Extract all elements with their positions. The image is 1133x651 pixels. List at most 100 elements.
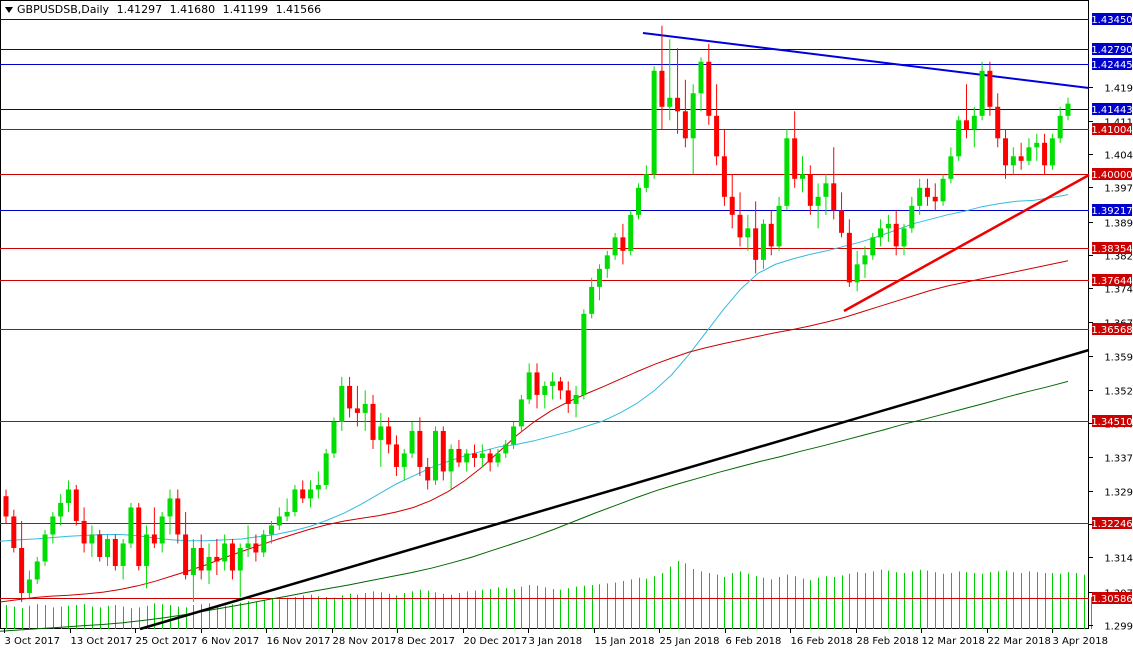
price-box-1.41004[interactable]: 1.41004: [1091, 123, 1133, 136]
candle-body: [1034, 142, 1040, 148]
candle-bear: [995, 93, 1001, 148]
candle-bull: [1010, 147, 1016, 175]
candle-body: [339, 385, 345, 422]
candle-bull: [284, 498, 290, 521]
candle-body: [120, 543, 126, 566]
price-box-1.42790[interactable]: 1.42790: [1091, 43, 1133, 56]
candle-bull: [956, 115, 962, 161]
price-box-1.30586[interactable]: 1.30586: [1091, 592, 1133, 605]
x-tick-label: 22 Mar 2018: [988, 636, 1051, 647]
x-tick-label: 25 Oct 2017: [136, 636, 198, 647]
candle-body: [870, 237, 876, 256]
candle-body: [222, 543, 228, 562]
candle-bull: [269, 520, 274, 544]
candle-bear: [97, 529, 103, 562]
candle-body: [159, 516, 165, 544]
candle-bull: [745, 214, 751, 251]
candle-body: [557, 381, 563, 391]
y-tick-label: 1.35210: [1104, 387, 1133, 398]
candle-bear: [706, 43, 712, 125]
candle-body: [800, 174, 805, 179]
candle-bear: [151, 507, 157, 548]
y-tick-label: 1.35970: [1104, 353, 1133, 364]
price-box-1.38354[interactable]: 1.38354: [1091, 242, 1133, 255]
price-box-1.40000[interactable]: 1.40000: [1091, 168, 1133, 181]
horizontal-levels[interactable]: [0, 19, 1089, 599]
y-tick-label: 1.38950: [1104, 219, 1133, 230]
candle-bull: [65, 480, 71, 512]
candle-bull: [89, 525, 95, 557]
price-box-1.36568[interactable]: 1.36568: [1091, 323, 1133, 336]
x-tick-label: 6 Nov 2017: [202, 636, 260, 647]
candle-body: [862, 255, 868, 265]
candle-body: [183, 534, 189, 575]
candle-body: [276, 516, 282, 526]
candle-bull: [315, 471, 321, 499]
candle-bull: [550, 372, 556, 400]
x-tick-label: 16 Feb 2018: [791, 636, 853, 647]
candle-bear: [347, 376, 353, 418]
candle-body: [940, 178, 946, 202]
candle-bear: [393, 435, 399, 476]
candle-bull: [448, 444, 454, 490]
candle-body: [963, 120, 969, 130]
candle-bull: [206, 543, 212, 584]
candle-bear: [1018, 142, 1024, 170]
price-box-1.39217[interactable]: 1.39217: [1091, 204, 1133, 217]
candle-bear: [198, 534, 204, 580]
candle-body: [198, 547, 204, 571]
candle-bull: [940, 174, 946, 206]
candle-bull: [573, 385, 579, 418]
trendline-black-ascending[interactable]: [139, 348, 1090, 631]
candle-bull: [159, 511, 165, 553]
candle-body: [924, 187, 930, 197]
price-box-1.41443[interactable]: 1.41443: [1091, 103, 1133, 116]
price-box-1.34510[interactable]: 1.34510: [1091, 415, 1133, 428]
candle-body: [596, 268, 602, 287]
x-tick-label: 25 Jan 2018: [660, 636, 720, 647]
price-axis[interactable]: 1.419501.411901.404501.397101.389501.382…: [1089, 13, 1133, 633]
time-axis[interactable]: 3 Oct 2017 13 Oct 2017 25 Oct 2017 6 Nov 20…: [4, 629, 1108, 647]
ma-mid-line: [0, 260, 1069, 603]
price-box-1.32246[interactable]: 1.32246: [1091, 517, 1133, 530]
y-tick-label: 1.32970: [1104, 488, 1133, 499]
trendline-red-ascending[interactable]: [843, 173, 1090, 313]
trendlines[interactable]: [139, 32, 1090, 631]
ma-slow-line: [0, 380, 1069, 632]
candle-body: [792, 138, 798, 179]
candle-body: [112, 538, 118, 566]
candle-bear: [214, 538, 220, 575]
candle-bear: [714, 84, 720, 166]
price-box-bg: [1092, 592, 1132, 604]
price-box-bg: [1092, 58, 1132, 70]
price-box-bg: [1092, 204, 1132, 216]
candle-body: [565, 390, 571, 404]
candle-bear: [19, 520, 25, 602]
x-tick-label: 13 Oct 2017: [71, 636, 133, 647]
trendline-blue-descending[interactable]: [642, 32, 1090, 89]
candle-bear: [1042, 133, 1048, 175]
candle-bull: [870, 232, 876, 260]
candle-body: [706, 61, 712, 116]
candle-body: [651, 70, 657, 175]
candle-body: [675, 97, 681, 112]
candle-bull: [34, 556, 40, 584]
candles: [3, 25, 1071, 602]
price-box-bg: [1092, 13, 1132, 25]
price-box-1.37644[interactable]: 1.37644: [1091, 274, 1133, 287]
candle-bear: [386, 417, 392, 454]
candle-body: [151, 534, 157, 544]
price-box-bg: [1092, 415, 1132, 427]
candle-body: [604, 255, 610, 269]
price-box-1.43450[interactable]: 1.43450: [1091, 13, 1133, 26]
candle-bear: [175, 489, 181, 544]
price-box-label: 1.43450: [1091, 15, 1132, 26]
candle-bear: [721, 129, 727, 206]
x-tick-label: 8 Dec 2017: [398, 636, 456, 647]
candle-bull: [26, 570, 32, 598]
price-box-1.42445[interactable]: 1.42445: [1091, 58, 1133, 71]
candle-body: [81, 520, 87, 544]
candle-body: [776, 205, 782, 247]
